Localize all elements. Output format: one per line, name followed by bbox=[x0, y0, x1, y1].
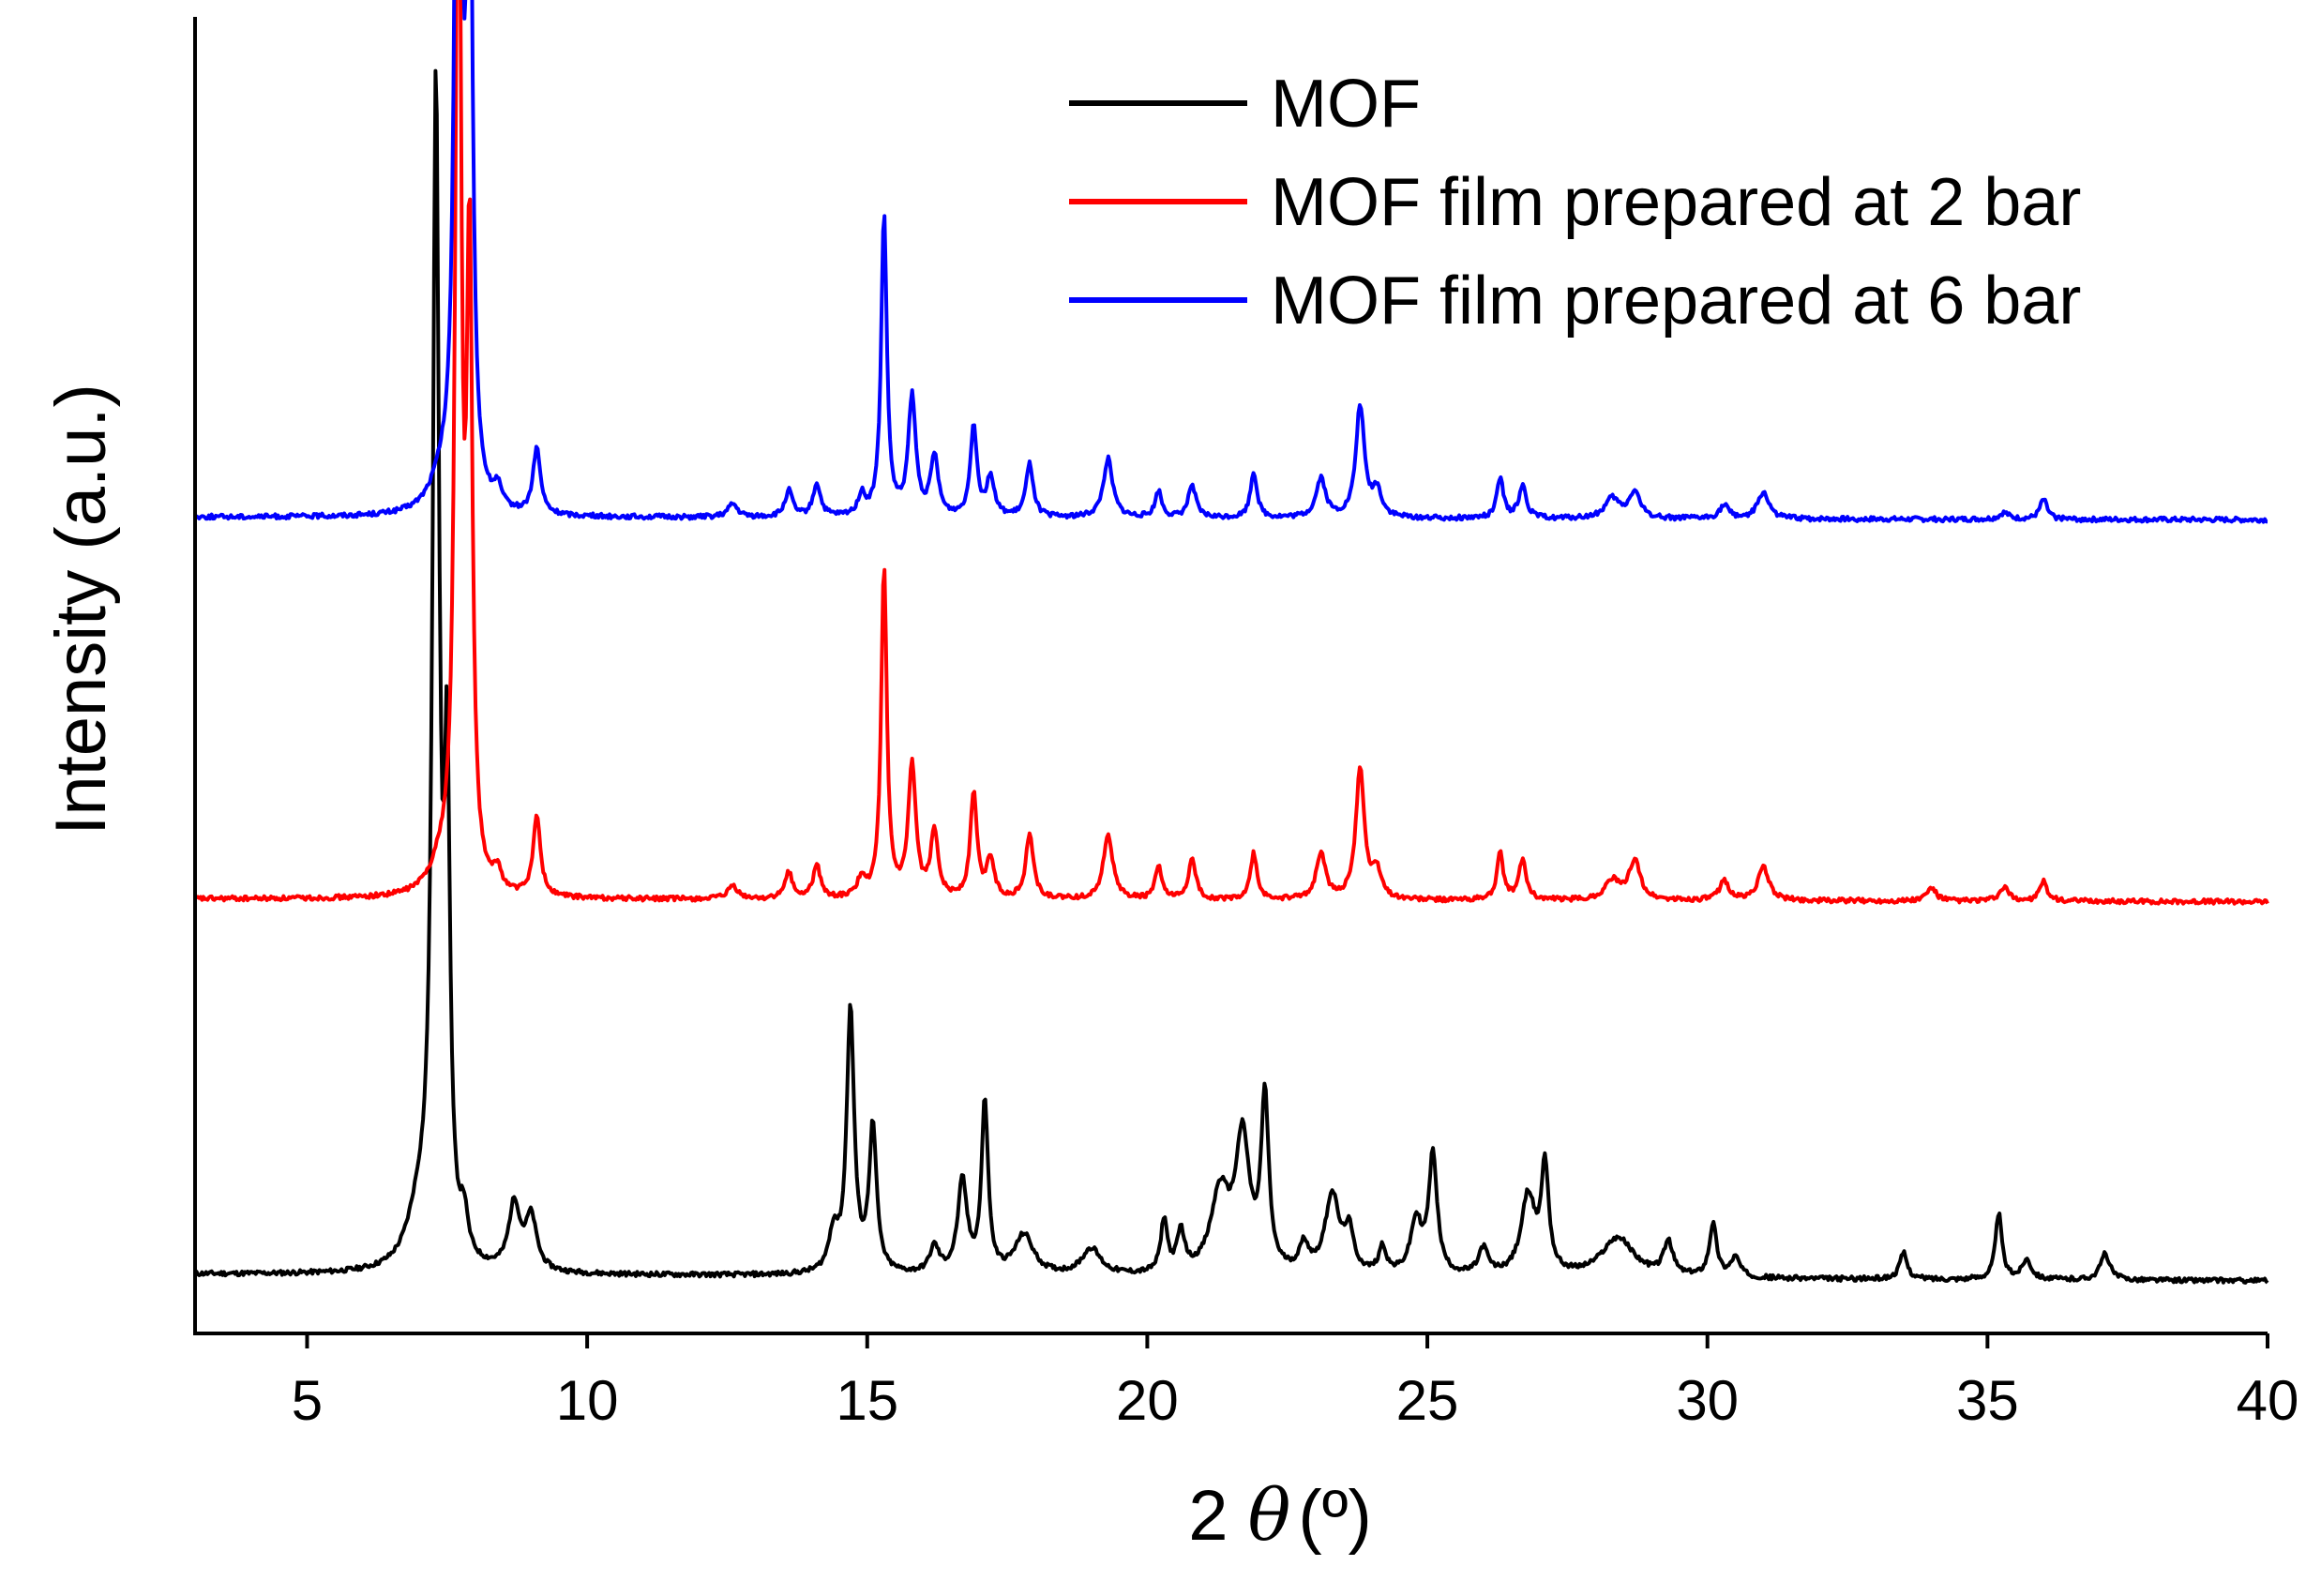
x-ticks-group: 5 10 15 20 25 30 35 40 bbox=[292, 1333, 2299, 1432]
x-tick-label: 35 bbox=[1956, 1369, 2019, 1432]
y-axis-title: Intensity (a.u.) bbox=[41, 384, 121, 836]
x-tick-label: 5 bbox=[292, 1369, 323, 1432]
x-axis-title-prefix: 2 bbox=[1188, 1476, 1247, 1556]
legend-label-0: MOF bbox=[1271, 67, 1421, 142]
x-tick-label: 15 bbox=[836, 1369, 898, 1432]
axes-group bbox=[193, 17, 2268, 1335]
legend: MOF MOF film prepared at 2 bar MOF film pr… bbox=[1069, 67, 2081, 339]
series-line-2 bbox=[193, 0, 2268, 524]
x-axis-title: 2 θ (º) bbox=[1188, 1473, 1372, 1557]
x-tick-label: 30 bbox=[1676, 1369, 1739, 1432]
x-tick-label: 40 bbox=[2237, 1369, 2299, 1432]
plot-series-group bbox=[193, 0, 2269, 1285]
x-tick-label: 20 bbox=[1116, 1369, 1179, 1432]
series-line-1 bbox=[193, 0, 2269, 906]
x-tick-label: 25 bbox=[1396, 1369, 1459, 1432]
series-line-0 bbox=[193, 68, 2269, 1285]
x-tick-label: 10 bbox=[556, 1369, 619, 1432]
x-axis-title-theta: θ bbox=[1248, 1473, 1291, 1557]
x-axis-title-unit: (º) bbox=[1298, 1476, 1371, 1556]
legend-label-1: MOF film prepared at 2 bar bbox=[1271, 165, 2081, 240]
legend-label-2: MOF film prepared at 6 bar bbox=[1271, 263, 2081, 339]
